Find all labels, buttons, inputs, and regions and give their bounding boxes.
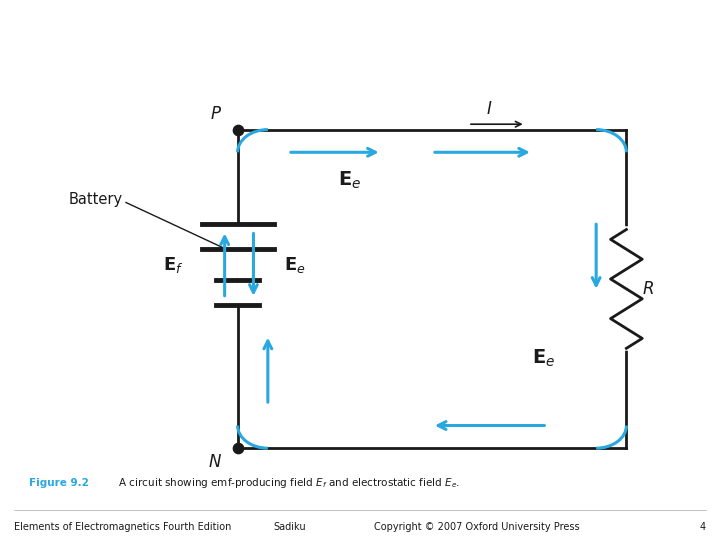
Text: 4: 4 <box>699 522 706 531</box>
Text: Copyright © 2007 Oxford University Press: Copyright © 2007 Oxford University Press <box>374 522 580 531</box>
Point <box>232 125 243 134</box>
Text: $\mathbf{E}_e$: $\mathbf{E}_e$ <box>284 254 306 275</box>
Text: $\mathbf{E}_e$: $\mathbf{E}_e$ <box>532 348 555 369</box>
Text: Battery: Battery <box>68 192 122 207</box>
Text: $R$: $R$ <box>642 280 654 298</box>
Text: $I$: $I$ <box>487 100 492 118</box>
Text: $P$: $P$ <box>210 105 222 123</box>
Text: Figure 9.2: Figure 9.2 <box>29 478 89 488</box>
Text: $\mathbf{E}_f$: $\mathbf{E}_f$ <box>163 254 184 275</box>
Text: $\mathbf{E}_e$: $\mathbf{E}_e$ <box>338 170 361 191</box>
Text: Sadiku: Sadiku <box>274 522 306 531</box>
Text: $N$: $N$ <box>208 453 222 470</box>
Text: Elements of Electromagnetics Fourth Edition: Elements of Electromagnetics Fourth Edit… <box>14 522 232 531</box>
Text: A circuit showing emf-producing field $E_f$ and electrostatic field $E_e$.: A circuit showing emf-producing field $E… <box>112 476 459 490</box>
Point <box>232 444 243 453</box>
